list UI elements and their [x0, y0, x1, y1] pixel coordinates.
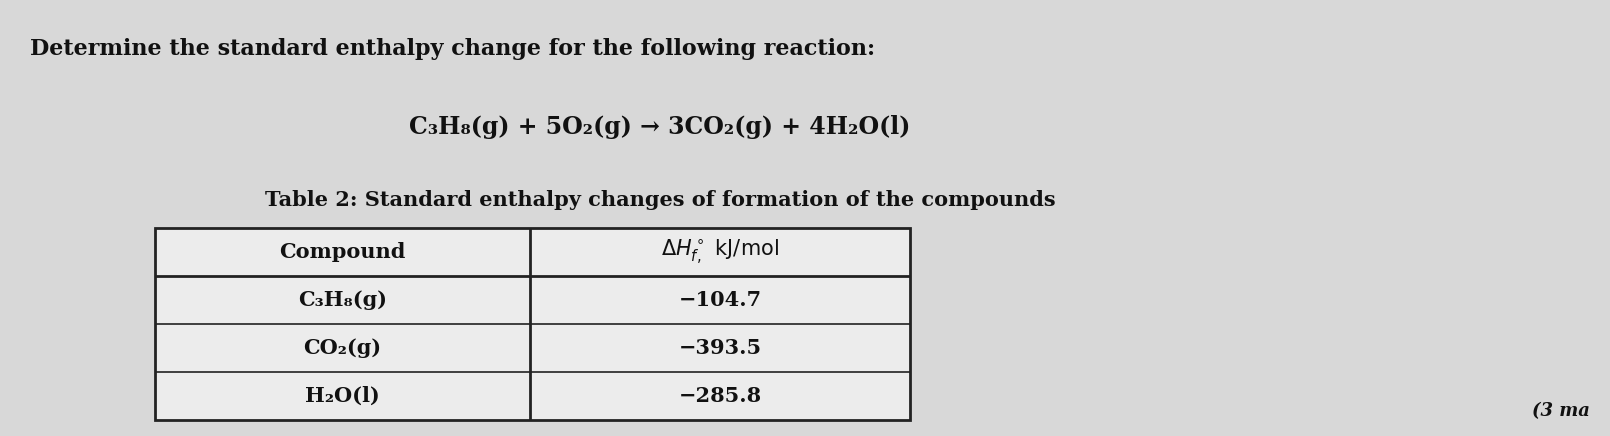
Text: $\Delta H^\circ_{f,}\ \mathrm{kJ/mol}$: $\Delta H^\circ_{f,}\ \mathrm{kJ/mol}$: [662, 238, 779, 266]
Text: H₂O(l): H₂O(l): [306, 386, 380, 406]
Text: −393.5: −393.5: [678, 338, 762, 358]
Text: (3 ma: (3 ma: [1533, 402, 1591, 420]
Text: CO₂(g): CO₂(g): [303, 338, 382, 358]
Text: −285.8: −285.8: [678, 386, 762, 406]
Text: Table 2: Standard enthalpy changes of formation of the compounds: Table 2: Standard enthalpy changes of fo…: [264, 190, 1055, 210]
Text: C₃H₈(g) + 5O₂(g) → 3CO₂(g) + 4H₂O(l): C₃H₈(g) + 5O₂(g) → 3CO₂(g) + 4H₂O(l): [409, 115, 911, 139]
Text: −104.7: −104.7: [678, 290, 762, 310]
Bar: [155, 228, 910, 420]
Text: Determine the standard enthalpy change for the following reaction:: Determine the standard enthalpy change f…: [31, 38, 876, 60]
Text: C₃H₈(g): C₃H₈(g): [298, 290, 386, 310]
Text: Compound: Compound: [279, 242, 406, 262]
